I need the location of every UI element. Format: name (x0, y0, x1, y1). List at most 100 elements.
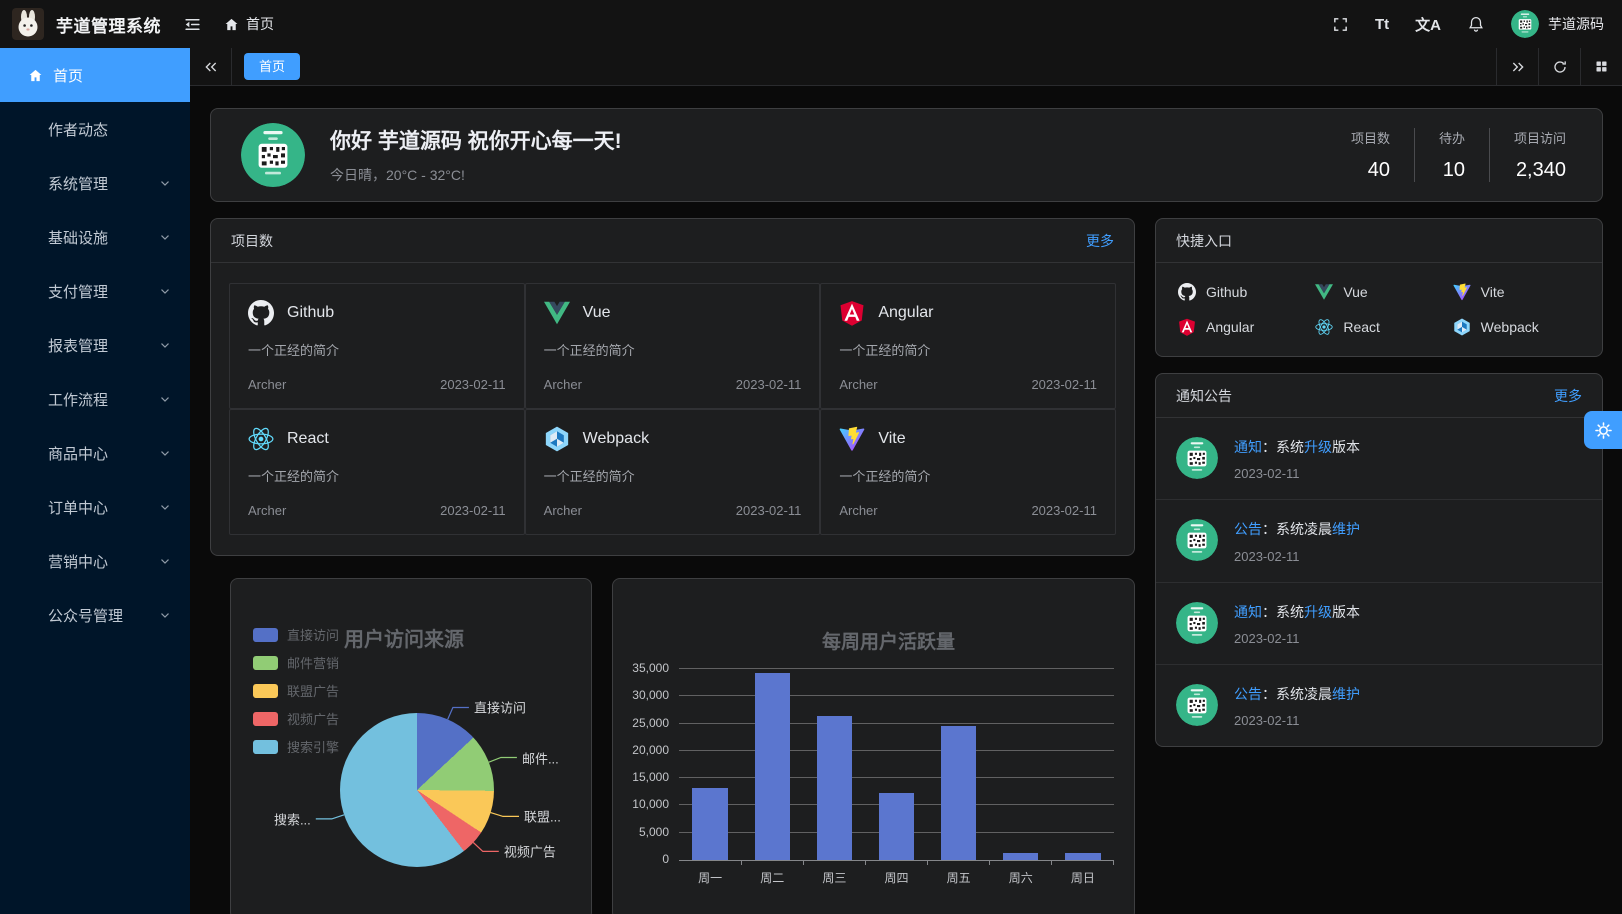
shortcut-vite[interactable]: Vite (1453, 283, 1580, 301)
settings-button[interactable] (1584, 411, 1622, 449)
user-menu[interactable]: 芋道源码 (1511, 10, 1604, 38)
project-card-github[interactable]: Github 一个正经的简介 Archer 2023-02-11 (229, 283, 525, 409)
project-date: 2023-02-11 (735, 503, 802, 518)
shortcut-angular[interactable]: Angular (1178, 318, 1305, 336)
welcome-avatar (241, 123, 305, 187)
tabs-scroll-left-icon[interactable] (190, 48, 232, 85)
projects-card: 项目数 更多 Github 一个正经的简介 Archer 2023-02-11 … (210, 218, 1135, 556)
chevron-down-icon (158, 608, 172, 622)
pie-legend-item-3[interactable]: 视频广告 (253, 709, 339, 728)
project-author: Archer (248, 503, 287, 518)
project-desc: 一个正经的简介 (248, 343, 340, 358)
layout-grid-icon[interactable] (1580, 48, 1622, 85)
chevron-down-icon (158, 284, 172, 298)
angular-icon (839, 300, 865, 326)
project-desc: 一个正经的简介 (248, 469, 340, 484)
project-card-vite[interactable]: Vite 一个正经的简介 Archer 2023-02-11 (820, 409, 1116, 535)
y-axis-label: 35,000 (632, 661, 669, 675)
tabs-scroll-right-icon[interactable] (1496, 48, 1538, 85)
sidebar-item-0[interactable]: 首页 (0, 48, 190, 102)
project-card-angular[interactable]: Angular 一个正经的简介 Archer 2023-02-11 (820, 283, 1116, 409)
bar-周四[interactable] (878, 792, 915, 860)
notice-date: 2023-02-11 (1234, 713, 1300, 729)
notices-more-link[interactable]: 更多 (1554, 387, 1582, 404)
sidebar-item-label: 订单中心 (48, 499, 109, 517)
pie-legend-item-1[interactable]: 邮件营销 (253, 653, 339, 672)
gridline (679, 749, 1114, 751)
font-size-icon[interactable]: Tt (1374, 15, 1390, 33)
github-icon (248, 300, 274, 326)
pie-slice-label: 直接访问 (473, 700, 526, 716)
bar-slot-0: 周一 (679, 669, 742, 885)
sidebar-item-10[interactable]: 公众号管理 (0, 588, 190, 642)
chevron-down-icon (158, 554, 172, 568)
sidebar-item-8[interactable]: 订单中心 (0, 480, 190, 534)
shortcut-react[interactable]: React (1315, 318, 1442, 336)
shortcut-label: Github (1206, 284, 1248, 300)
sidebar-item-9[interactable]: 营销中心 (0, 534, 190, 588)
stat-1: 待办 10 (1413, 128, 1489, 182)
bar-周日[interactable] (1065, 852, 1101, 860)
bell-icon[interactable] (1467, 15, 1485, 33)
project-date: 2023-02-11 (440, 377, 506, 392)
notices-card: 通知公告 更多 通知：系统升级版本 2023-02-11 公告：系统凌晨维护 2… (1155, 373, 1603, 748)
sidebar-item-label: 基础设施 (48, 229, 109, 247)
project-name: Github (287, 304, 335, 321)
shortcut-label: Webpack (1480, 319, 1539, 335)
sidebar-item-label: 作者动态 (48, 121, 109, 139)
locale-icon[interactable]: 文A (1415, 16, 1441, 34)
sidebar-item-4[interactable]: 支付管理 (0, 264, 190, 318)
sidebar-fold-icon[interactable] (183, 15, 202, 34)
chevron-down-icon (158, 230, 172, 244)
notice-item-2[interactable]: 通知：系统升级版本 2023-02-11 (1156, 581, 1602, 664)
sidebar-item-label: 支付管理 (48, 283, 109, 301)
bar-周三[interactable] (816, 716, 853, 860)
sidebar-item-1[interactable]: 作者动态 (0, 102, 190, 156)
breadcrumb-home-label[interactable]: 首页 (246, 16, 274, 32)
notice-date: 2023-02-11 (1234, 548, 1300, 564)
bar-周二[interactable] (754, 673, 790, 860)
projects-more-link[interactable]: 更多 (1086, 232, 1114, 249)
notice-title: 通知：系统升级版本 (1234, 603, 1360, 620)
bar-周一[interactable] (692, 787, 728, 860)
sidebar-item-7[interactable]: 商品中心 (0, 426, 190, 480)
welcome-greeting: 你好 芋道源码 祝你开心每一天! (330, 130, 622, 153)
notice-date: 2023-02-11 (1234, 630, 1300, 646)
sidebar-item-label: 系统管理 (48, 175, 109, 193)
pie-legend-item-0[interactable]: 直接访问 (253, 625, 339, 644)
project-name: Angular (878, 304, 934, 321)
project-date: 2023-02-11 (440, 503, 506, 518)
notice-item-1[interactable]: 公告：系统凌晨维护 2023-02-11 (1156, 499, 1602, 581)
notices-title: 通知公告 (1176, 387, 1232, 404)
project-author: Archer (248, 377, 287, 392)
bar-周五[interactable] (940, 725, 977, 860)
pie-legend-item-2[interactable]: 联盟广告 (253, 681, 339, 700)
x-axis-label: 周二 (760, 871, 785, 885)
sidebar-item-3[interactable]: 基础设施 (0, 210, 190, 264)
shortcut-vue[interactable]: Vue (1315, 283, 1442, 301)
bar-slot-5: 周六 (990, 669, 1053, 885)
project-desc: 一个正经的简介 (839, 469, 931, 484)
tab-home[interactable]: 首页 (244, 53, 301, 80)
legend-swatch (253, 655, 278, 670)
bar-周六[interactable] (1003, 852, 1039, 860)
project-card-react[interactable]: React 一个正经的简介 Archer 2023-02-11 (229, 409, 525, 535)
shortcuts-grid: Github Vue Vite Angular React Webpack (1156, 263, 1602, 356)
sidebar-menu: 首页作者动态系统管理基础设施支付管理报表管理 工作流程 商品中心订单中心营销中心 公众… (0, 48, 190, 642)
bar-slot-3: 周四 (865, 669, 929, 885)
notice-item-0[interactable]: 通知：系统升级版本 2023-02-11 (1156, 418, 1602, 499)
pie-legend-item-4[interactable]: 搜索引擎 (253, 737, 339, 756)
sidebar-item-5[interactable]: 报表管理 (0, 318, 190, 372)
refresh-icon[interactable] (1538, 48, 1580, 85)
home-icon (224, 17, 239, 32)
x-axis-label: 周一 (698, 871, 723, 885)
notice-item-3[interactable]: 公告：系统凌晨维护 2023-02-11 (1156, 663, 1602, 746)
sidebar-item-6[interactable]: 工作流程 (0, 372, 190, 426)
shortcut-webpack[interactable]: Webpack (1453, 318, 1580, 336)
project-card-webpack[interactable]: Webpack 一个正经的简介 Archer 2023-02-11 (524, 409, 821, 535)
shortcut-github[interactable]: Github (1178, 283, 1305, 301)
fullscreen-icon[interactable] (1332, 16, 1349, 33)
sidebar-item-2[interactable]: 系统管理 (0, 156, 190, 210)
project-card-vue[interactable]: Vue 一个正经的简介 Archer 2023-02-11 (524, 283, 821, 409)
project-author: Archer (839, 503, 878, 518)
